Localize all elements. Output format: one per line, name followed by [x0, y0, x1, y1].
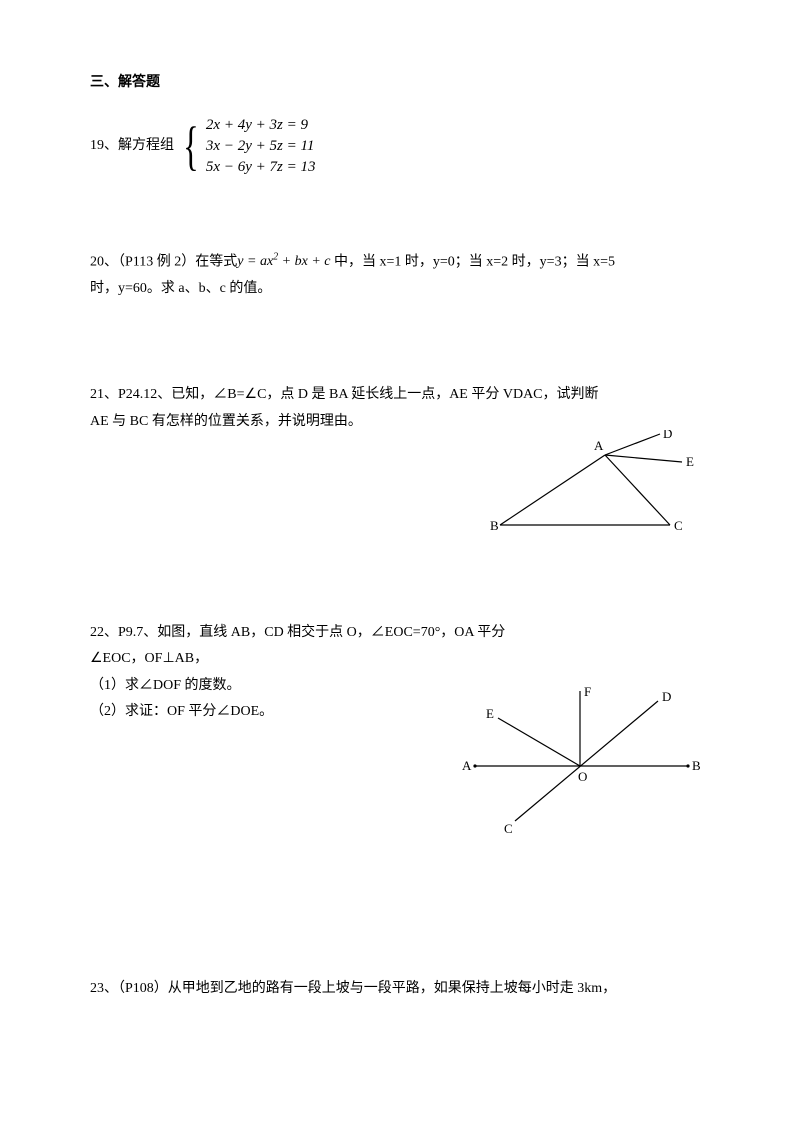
q20-formula-a: y = ax — [237, 254, 273, 269]
problem-23: 23、（P108）从甲地到乙地的路有一段上坡与一段平路，如果保持上坡每小时走 3… — [90, 976, 710, 1003]
q20-line2: 时，y=60。求 a、b、c 的值。 — [90, 276, 710, 303]
label-D: D — [662, 689, 671, 704]
section-title: 三、解答题 — [90, 70, 710, 97]
left-brace-icon: { — [183, 119, 199, 173]
problem-19: 19、解方程组 { 2x + 4y + 3z = 9 3x − 2y + 5z … — [90, 115, 710, 178]
q19-label: 19、解方程组 — [90, 133, 174, 160]
equation-2: 3x − 2y + 5z = 11 — [206, 136, 316, 157]
q21-figure: B C A D E — [490, 430, 710, 540]
problem-20: 20、（P113 例 2）在等式y = ax2 + bx + c 中，当 x=1… — [90, 248, 710, 303]
label-B: B — [692, 758, 701, 773]
q20-mid: 中，当 x=1 时，y=0；当 x=2 时，y=3；当 x=5 — [330, 254, 614, 269]
problem-21: 21、P24.12、已知，∠B=∠C，点 D 是 BA 延长线上一点，AE 平分… — [90, 382, 710, 539]
q22-figure: A B C D E F O — [460, 686, 710, 836]
label-C: C — [674, 518, 683, 533]
q20-formula-b: + bx + c — [278, 254, 330, 269]
q22-line2: ∠EOC，OF⊥AB， — [90, 646, 510, 673]
label-A: A — [594, 438, 604, 453]
label-O: O — [578, 769, 587, 784]
label-E: E — [486, 706, 494, 721]
equation-3: 5x − 6y + 7z = 13 — [206, 157, 316, 178]
problem-22: 22、P9.7、如图，直线 AB，CD 相交于点 O，∠EOC=70°，OA 平… — [90, 620, 710, 836]
label-C: C — [504, 821, 513, 836]
page: 三、解答题 19、解方程组 { 2x + 4y + 3z = 9 3x − 2y… — [0, 0, 800, 1043]
q20-prefix: 20、（P113 例 2）在等式 — [90, 254, 237, 269]
label-F: F — [584, 686, 591, 699]
label-A: A — [462, 758, 472, 773]
q21-line1: 21、P24.12、已知，∠B=∠C，点 D 是 BA 延长线上一点，AE 平分… — [90, 382, 710, 409]
q20-formula: y = ax2 + bx + c — [237, 254, 330, 269]
q23-text: 23、（P108）从甲地到乙地的路有一段上坡与一段平路，如果保持上坡每小时走 3… — [90, 976, 710, 1003]
label-E: E — [686, 454, 694, 469]
label-B: B — [490, 518, 499, 533]
label-D: D — [663, 430, 672, 441]
equation-1: 2x + 4y + 3z = 9 — [206, 115, 316, 136]
equation-system: { 2x + 4y + 3z = 9 3x − 2y + 5z = 11 5x … — [178, 115, 315, 178]
q22-line1: 22、P9.7、如图，直线 AB，CD 相交于点 O，∠EOC=70°，OA 平… — [90, 620, 510, 647]
